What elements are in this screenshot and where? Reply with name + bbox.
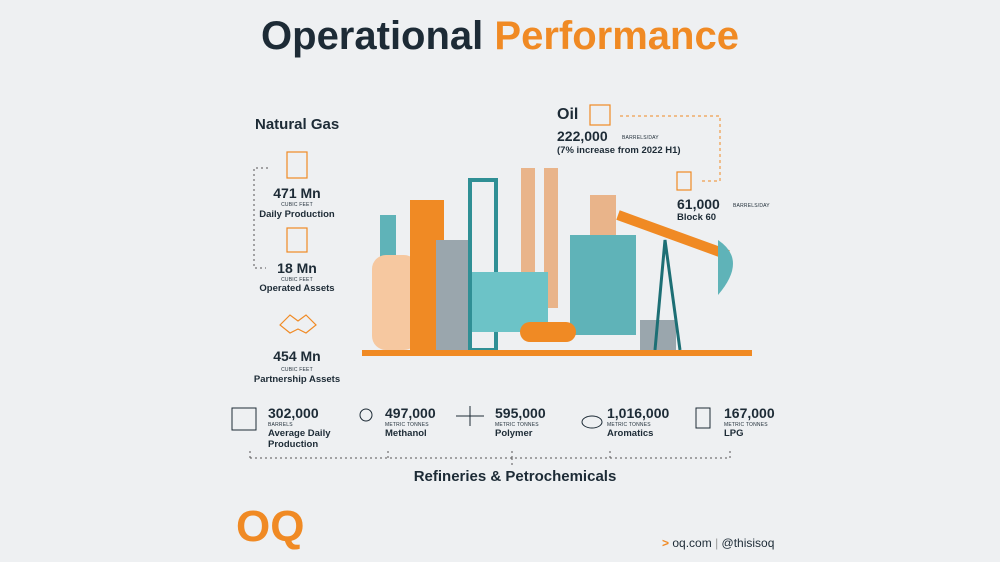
- unit: METRIC TONNES: [385, 422, 429, 428]
- unit: BARRELS: [268, 422, 293, 428]
- connector: [620, 115, 721, 182]
- gas-icon: [286, 227, 308, 253]
- pumpjack-beam: [616, 210, 730, 260]
- gas-icon: [286, 151, 308, 179]
- title: Operational Performance: [0, 14, 1000, 59]
- section-title: Refineries & Petrochemicals: [413, 468, 617, 485]
- value: 167,000: [724, 405, 775, 421]
- label: Polymer: [495, 428, 533, 439]
- label: Partnership Assets: [253, 374, 341, 385]
- pumpjack-frame: [653, 239, 682, 351]
- unit: METRIC TONNES: [495, 422, 539, 428]
- icon: [695, 407, 711, 429]
- value: 222,000: [557, 128, 608, 144]
- plant: [362, 168, 752, 356]
- connector: [253, 167, 268, 269]
- refinery-icons: [231, 406, 711, 431]
- label: Operated Assets: [259, 283, 335, 294]
- icon: [456, 406, 484, 426]
- footer-links: > oq.com | @thisisoq: [662, 536, 775, 550]
- icon: [231, 407, 257, 431]
- note: (7% increase from 2022 H1): [557, 145, 681, 156]
- building: [436, 240, 470, 350]
- label: Aromatics: [607, 428, 654, 439]
- label: Daily Production: [259, 209, 335, 220]
- building: [570, 235, 636, 335]
- value: 497,000: [385, 405, 436, 421]
- value: 595,000: [495, 405, 546, 421]
- handshake-icon: [279, 314, 317, 334]
- icon: [359, 408, 373, 422]
- ground: [362, 350, 752, 356]
- unit: CUBIC FEET: [281, 277, 313, 283]
- oil-icon: [589, 104, 611, 126]
- pumpjack-head: [718, 240, 733, 295]
- title-start: Operational: [261, 14, 484, 58]
- connector: [249, 450, 731, 466]
- value: 471 Mn: [273, 185, 321, 201]
- barrel-icon: [676, 171, 692, 191]
- value: 1,016,000: [607, 405, 670, 421]
- connectors: [249, 167, 731, 466]
- section-title: Natural Gas: [255, 116, 340, 133]
- label: Block 60: [677, 212, 717, 223]
- value: 61,000: [677, 196, 720, 212]
- title-end: Performance: [494, 14, 739, 58]
- unit: METRIC TONNES: [724, 422, 768, 428]
- label: Average Daily Production: [268, 428, 331, 450]
- handle: @thisisoq: [721, 536, 775, 550]
- unit: CUBIC FEET: [281, 202, 313, 208]
- icon: [581, 415, 603, 429]
- label: LPG: [724, 428, 744, 439]
- value: 18 Mn: [277, 260, 317, 276]
- label: Methanol: [385, 428, 427, 439]
- section-title: Oil: [557, 106, 579, 123]
- value: 302,000: [268, 405, 319, 421]
- unit: BARRELS/DAY: [733, 203, 770, 209]
- tank: [372, 255, 418, 350]
- website: oq.com: [672, 536, 712, 550]
- tank: [520, 322, 576, 342]
- building: [590, 195, 616, 235]
- value: 454 Mn: [273, 348, 321, 364]
- logo: OQ: [236, 502, 305, 551]
- unit: METRIC TONNES: [607, 422, 651, 428]
- unit: BARRELS/DAY: [622, 135, 659, 141]
- icons: [279, 104, 692, 334]
- unit: CUBIC FEET: [281, 367, 313, 373]
